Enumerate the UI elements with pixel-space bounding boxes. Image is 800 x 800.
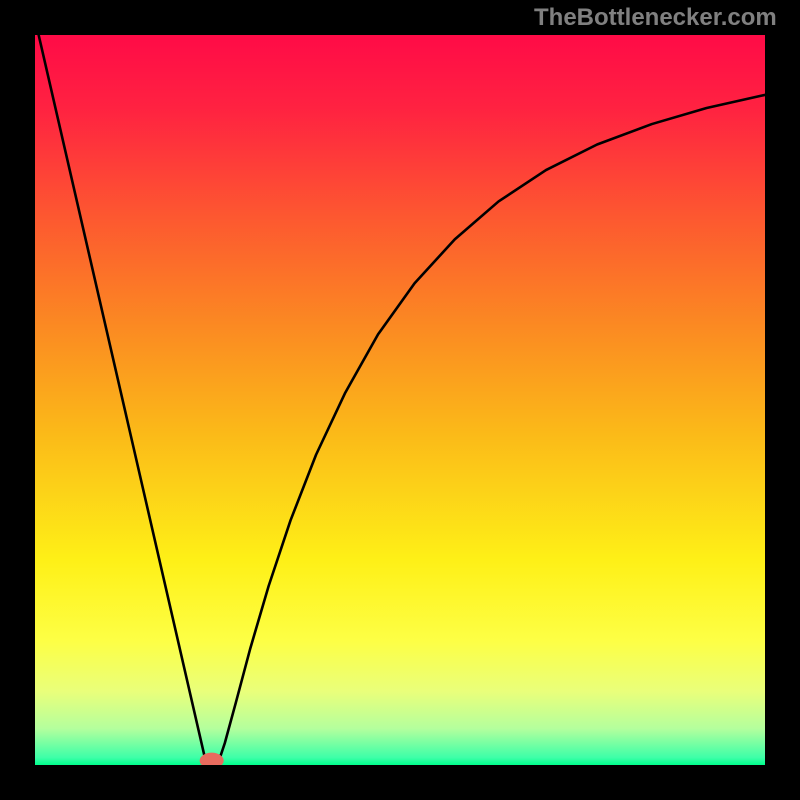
bottleneck-curve-plot [35, 35, 765, 765]
gradient-background [35, 35, 765, 765]
attribution-watermark: TheBottlenecker.com [534, 4, 777, 32]
chart-canvas: TheBottlenecker.com [0, 0, 800, 800]
